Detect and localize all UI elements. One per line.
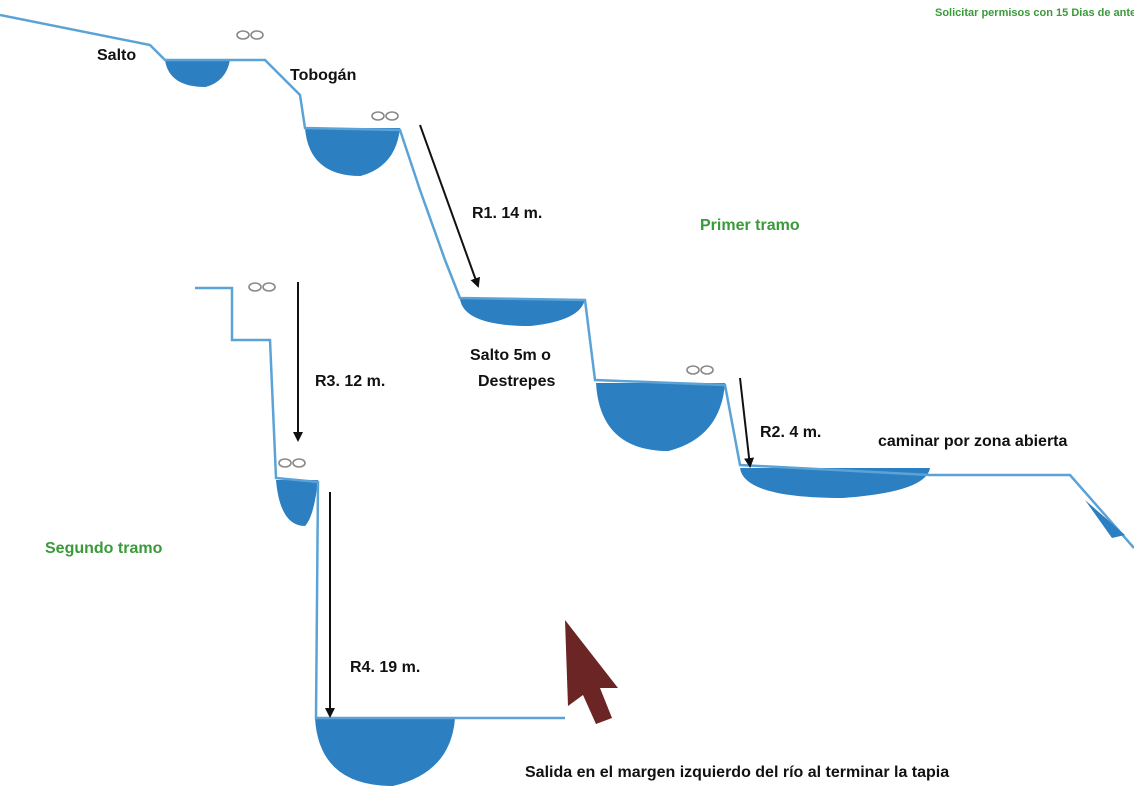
goggle: [386, 112, 398, 120]
feature-label: caminar por zona abierta: [878, 433, 1067, 450]
goggle: [251, 31, 263, 39]
rappel-label: R2. 4 m.: [760, 424, 821, 441]
section-label: Primer tramo: [700, 217, 800, 234]
goggle: [249, 283, 261, 291]
rappel-arrow: [740, 378, 750, 466]
pool: [276, 480, 318, 526]
exit-arrow: [565, 620, 618, 724]
goggle: [237, 31, 249, 39]
pool: [315, 718, 455, 786]
pools: [165, 60, 930, 786]
pool: [305, 128, 400, 176]
goggle: [279, 459, 291, 467]
rappel-label: R1. 14 m.: [472, 205, 542, 222]
stream-outlet: [1085, 500, 1125, 538]
exit-label: Salida en el margen izquierdo del río al…: [525, 764, 949, 781]
pool: [460, 299, 585, 326]
feature-label: Salto: [97, 47, 136, 64]
goggle: [293, 459, 305, 467]
rappel-arrow: [420, 125, 478, 286]
feature-label: Tobogán: [290, 67, 356, 84]
feature-label: Destrepes: [478, 373, 555, 390]
goggle: [372, 112, 384, 120]
feature-label: Salto 5m o: [470, 347, 551, 364]
rappel-label: R4. 19 m.: [350, 659, 420, 676]
section-label: Segundo tramo: [45, 540, 163, 557]
canyon-diagram: Solicitar permisos con 15 Dias de antela…: [0, 0, 1134, 787]
canyon-profile-upper: [0, 15, 1134, 548]
rappel-label: R3. 12 m.: [315, 373, 385, 390]
goggle: [687, 366, 699, 374]
goggle: [263, 283, 275, 291]
note: Solicitar permisos con 15 Dias de antela…: [935, 7, 1134, 19]
pool: [165, 60, 230, 87]
pool: [596, 383, 725, 451]
goggle: [701, 366, 713, 374]
